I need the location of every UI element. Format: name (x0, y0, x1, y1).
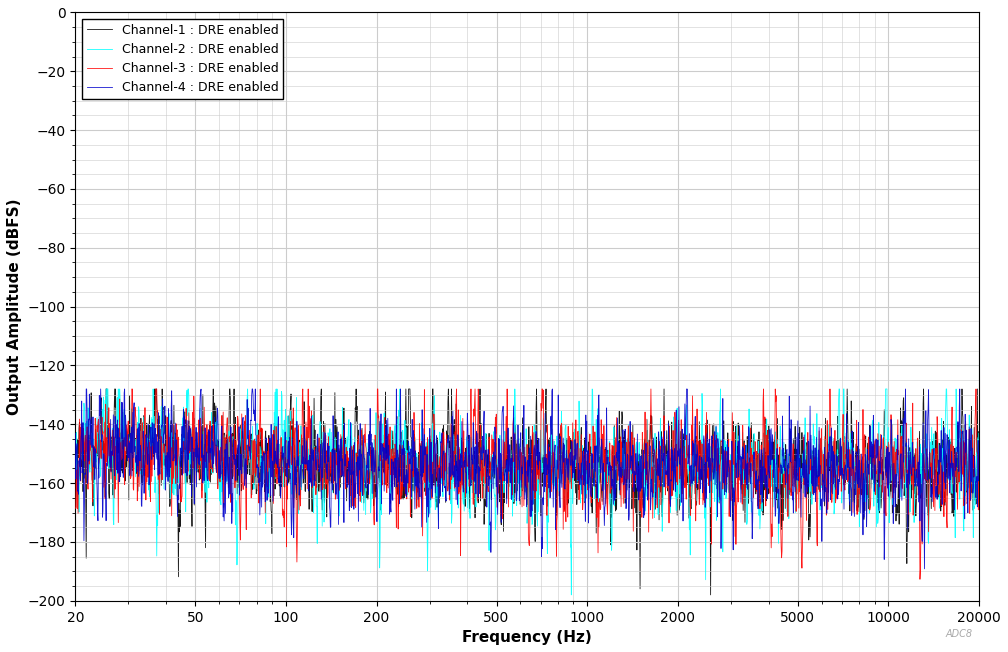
Channel-3 : DRE enabled: (30.8, -128): DRE enabled: (30.8, -128) (126, 385, 138, 393)
Channel-4 : DRE enabled: (21.7, -128): DRE enabled: (21.7, -128) (81, 385, 93, 393)
Channel-1 : DRE enabled: (28.6, -142): DRE enabled: (28.6, -142) (116, 426, 128, 434)
Channel-1 : DRE enabled: (1.64e+04, -165): DRE enabled: (1.64e+04, -165) (948, 494, 960, 501)
Channel-4 : DRE enabled: (1.65e+04, -160): DRE enabled: (1.65e+04, -160) (948, 479, 960, 486)
Channel-3 : DRE enabled: (2e+04, -169): DRE enabled: (2e+04, -169) (973, 506, 985, 514)
X-axis label: Frequency (Hz): Frequency (Hz) (463, 630, 592, 645)
Channel-2 : DRE enabled: (481, -151): DRE enabled: (481, -151) (485, 452, 497, 460)
Channel-4 : DRE enabled: (2e+04, -153): DRE enabled: (2e+04, -153) (973, 459, 985, 467)
Line: Channel-2 : DRE enabled: Channel-2 : DRE enabled (76, 389, 979, 595)
Channel-3 : DRE enabled: (1.64e+04, -147): DRE enabled: (1.64e+04, -147) (948, 442, 960, 450)
Channel-3 : DRE enabled: (20, -169): DRE enabled: (20, -169) (70, 505, 82, 512)
Channel-1 : DRE enabled: (4.64e+03, -162): DRE enabled: (4.64e+03, -162) (782, 486, 794, 494)
Channel-4 : DRE enabled: (28.6, -145): DRE enabled: (28.6, -145) (116, 434, 128, 442)
Channel-3 : DRE enabled: (481, -151): DRE enabled: (481, -151) (485, 454, 497, 462)
Channel-2 : DRE enabled: (1.64e+04, -160): DRE enabled: (1.64e+04, -160) (948, 480, 960, 488)
Channel-4 : DRE enabled: (481, -176): DRE enabled: (481, -176) (485, 526, 497, 534)
Channel-1 : DRE enabled: (481, -166): DRE enabled: (481, -166) (485, 496, 497, 503)
Channel-1 : DRE enabled: (577, -140): DRE enabled: (577, -140) (509, 421, 521, 429)
Channel-4 : DRE enabled: (20, -143): DRE enabled: (20, -143) (70, 430, 82, 437)
Channel-2 : DRE enabled: (25.3, -128): DRE enabled: (25.3, -128) (100, 385, 112, 393)
Channel-3 : DRE enabled: (577, -150): DRE enabled: (577, -150) (509, 449, 521, 457)
Channel-2 : DRE enabled: (1.65e+04, -155): DRE enabled: (1.65e+04, -155) (948, 465, 960, 473)
Channel-2 : DRE enabled: (20, -161): DRE enabled: (20, -161) (70, 482, 82, 490)
Channel-2 : DRE enabled: (886, -198): DRE enabled: (886, -198) (565, 591, 578, 599)
Y-axis label: Output Amplitude (dBFS): Output Amplitude (dBFS) (7, 198, 22, 415)
Channel-3 : DRE enabled: (1.27e+04, -193): DRE enabled: (1.27e+04, -193) (914, 575, 926, 583)
Channel-3 : DRE enabled: (28.5, -151): DRE enabled: (28.5, -151) (116, 452, 128, 460)
Line: Channel-3 : DRE enabled: Channel-3 : DRE enabled (76, 389, 979, 579)
Channel-2 : DRE enabled: (28.6, -144): DRE enabled: (28.6, -144) (116, 432, 128, 439)
Channel-1 : DRE enabled: (2e+04, -152): DRE enabled: (2e+04, -152) (973, 456, 985, 464)
Channel-2 : DRE enabled: (2e+04, -158): DRE enabled: (2e+04, -158) (973, 473, 985, 481)
Channel-4 : DRE enabled: (1.32e+04, -189): DRE enabled: (1.32e+04, -189) (918, 565, 930, 572)
Channel-4 : DRE enabled: (577, -157): DRE enabled: (577, -157) (509, 471, 521, 479)
Channel-1 : DRE enabled: (20, -152): DRE enabled: (20, -152) (70, 454, 82, 462)
Channel-2 : DRE enabled: (577, -137): DRE enabled: (577, -137) (509, 410, 521, 418)
Legend: Channel-1 : DRE enabled, Channel-2 : DRE enabled, Channel-3 : DRE enabled, Chann: Channel-1 : DRE enabled, Channel-2 : DRE… (82, 19, 283, 100)
Channel-1 : DRE enabled: (25.3, -128): DRE enabled: (25.3, -128) (100, 385, 112, 393)
Channel-1 : DRE enabled: (1.65e+04, -171): DRE enabled: (1.65e+04, -171) (948, 512, 960, 520)
Channel-4 : DRE enabled: (1.64e+04, -156): DRE enabled: (1.64e+04, -156) (948, 467, 960, 475)
Channel-2 : DRE enabled: (4.64e+03, -156): DRE enabled: (4.64e+03, -156) (782, 467, 794, 475)
Channel-1 : DRE enabled: (2.57e+03, -198): DRE enabled: (2.57e+03, -198) (705, 591, 717, 599)
Channel-3 : DRE enabled: (4.62e+03, -156): DRE enabled: (4.62e+03, -156) (781, 467, 793, 475)
Channel-3 : DRE enabled: (1.65e+04, -150): DRE enabled: (1.65e+04, -150) (948, 450, 960, 458)
Line: Channel-1 : DRE enabled: Channel-1 : DRE enabled (76, 389, 979, 595)
Line: Channel-4 : DRE enabled: Channel-4 : DRE enabled (76, 389, 979, 569)
Text: ADC8: ADC8 (946, 629, 973, 639)
Channel-4 : DRE enabled: (4.62e+03, -156): DRE enabled: (4.62e+03, -156) (781, 467, 793, 475)
